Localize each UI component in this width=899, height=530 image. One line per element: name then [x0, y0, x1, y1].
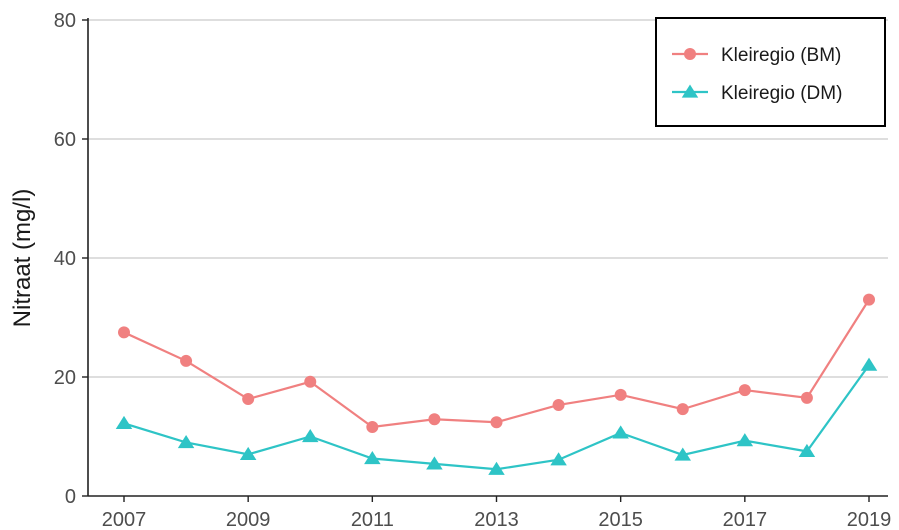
- legend-marker-circle: [684, 48, 696, 60]
- x-tick-label: 2019: [847, 509, 892, 530]
- y-tick-label: 0: [65, 486, 76, 508]
- data-point: [366, 420, 379, 433]
- data-point: [304, 375, 317, 388]
- data-point: [674, 447, 691, 461]
- data-point: [800, 391, 813, 404]
- data-point: [364, 451, 381, 465]
- x-tick-label: 2013: [474, 509, 519, 530]
- series-1: [118, 293, 875, 433]
- x-tick-label: 2007: [102, 509, 147, 530]
- legend: Kleiregio (BM) Kleiregio (DM): [655, 17, 886, 127]
- x-tick-label: 2017: [723, 509, 768, 530]
- series-2: [115, 357, 878, 475]
- data-point: [242, 393, 255, 406]
- data-point: [118, 326, 130, 339]
- y-tick-label: 40: [54, 248, 76, 270]
- data-point: [612, 425, 629, 439]
- y-ticks: 0 20 40 60 80: [54, 10, 88, 508]
- legend-label: Kleiregio (DM): [721, 83, 842, 104]
- data-point: [863, 293, 875, 306]
- y-tick-label: 80: [54, 10, 76, 32]
- axes: [87, 18, 888, 497]
- data-point: [426, 456, 443, 470]
- legend-entry: Kleiregio (BM): [672, 45, 841, 66]
- data-point: [860, 357, 878, 371]
- legend-entry: Kleiregio (DM): [672, 83, 842, 104]
- data-point: [490, 416, 503, 429]
- series-line: [123, 299, 870, 429]
- x-tick-label: 2011: [351, 509, 394, 530]
- data-point: [552, 398, 565, 411]
- data-point: [550, 452, 567, 466]
- data-point: [798, 443, 816, 457]
- series-group: [115, 293, 878, 475]
- y-tick-label: 60: [54, 129, 76, 151]
- data-point: [736, 433, 754, 447]
- legend-box: [655, 17, 886, 127]
- data-point: [177, 434, 195, 449]
- data-point: [239, 446, 257, 460]
- x-tick-label: 2015: [598, 509, 643, 530]
- data-point: [488, 461, 505, 475]
- data-point: [180, 354, 193, 367]
- data-point: [302, 429, 319, 443]
- data-point: [738, 384, 751, 397]
- legend-marker-triangle: [681, 84, 699, 98]
- data-point: [115, 415, 133, 430]
- data-point: [614, 388, 627, 401]
- y-axis-title: Nitraat (mg/l): [9, 189, 36, 328]
- y-tick-label: 20: [54, 367, 76, 389]
- x-tick-label: 2009: [226, 509, 271, 530]
- x-ticks: 2007 2009 2011 2013 2015 2017 2019: [102, 496, 892, 530]
- data-point: [428, 413, 441, 426]
- legend-label: Kleiregio (BM): [721, 45, 841, 66]
- data-point: [676, 403, 689, 416]
